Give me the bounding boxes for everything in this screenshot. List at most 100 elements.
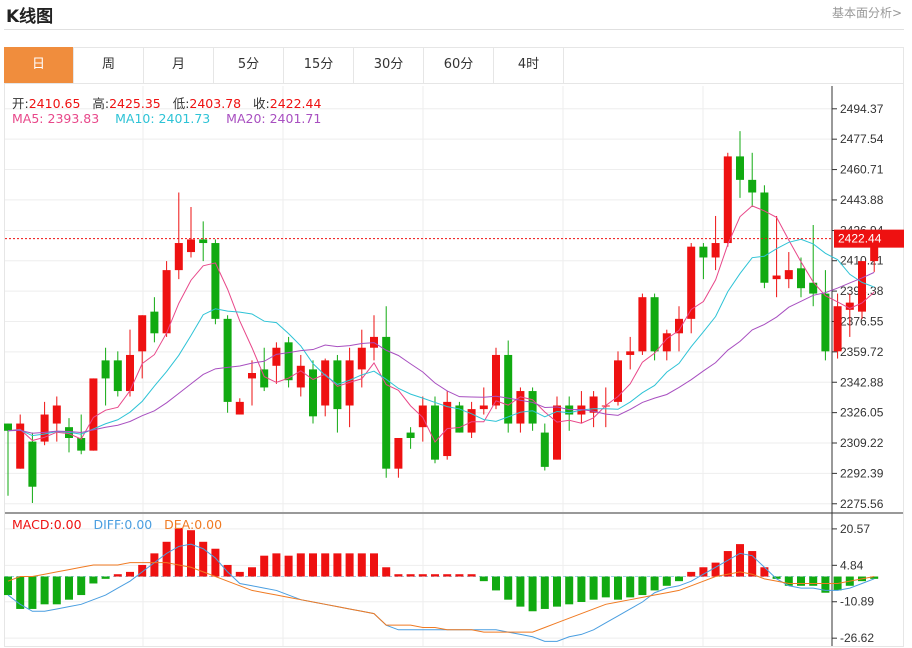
open-value: 2410.65 — [28, 96, 81, 111]
ma20-line — [7, 271, 875, 434]
macd-bar-up — [687, 571, 696, 577]
candle-up — [467, 409, 476, 433]
candle-up — [638, 297, 647, 352]
candle-down — [199, 239, 208, 244]
candle-up — [138, 315, 147, 352]
price-tick-label: 2292.39 — [840, 466, 884, 480]
candle-up — [687, 246, 696, 319]
candle-up — [723, 156, 732, 244]
candle-up — [296, 365, 305, 388]
tab-60min[interactable]: 60分 — [424, 47, 494, 83]
macd-bar-up — [162, 541, 171, 577]
tab-day[interactable]: 日 — [4, 47, 74, 83]
macd-bar-up — [199, 541, 208, 577]
tab-30min[interactable]: 30分 — [354, 47, 424, 83]
macd-info: MACD:0.00 DIFF:0.00 DEA:0.00 — [12, 517, 222, 532]
macd-bar-up — [296, 553, 305, 577]
candle-down — [809, 282, 818, 294]
candle-up — [516, 391, 525, 424]
candle-up — [162, 270, 171, 334]
macd-bar-up — [138, 564, 147, 577]
candle-down — [540, 432, 549, 467]
price-tick-label: 2443.88 — [840, 193, 884, 207]
price-tick-label: 2309.22 — [840, 436, 884, 450]
macd-bar-down — [821, 576, 830, 593]
macd-bar-up — [150, 553, 159, 577]
candle-down — [260, 369, 269, 388]
ma5-value: 2393.83 — [47, 111, 100, 126]
candle-down — [211, 243, 220, 319]
macd-bar-down — [40, 576, 49, 605]
macd-bar-down — [516, 576, 525, 607]
tab-15min[interactable]: 15分 — [284, 47, 354, 83]
macd-bar-down — [772, 576, 781, 579]
open-label: 开: — [12, 96, 29, 111]
dea-line — [7, 562, 875, 633]
candle-up — [833, 306, 842, 352]
candle-up — [845, 302, 854, 310]
macd-bar-down — [626, 576, 635, 598]
macd-value: 0.00 — [53, 517, 82, 532]
macd-bar-down — [565, 576, 574, 605]
candle-up — [52, 405, 61, 424]
macd-tick-label: -10.89 — [840, 595, 874, 609]
price-tick-label: 2326.05 — [840, 406, 884, 420]
candle-up — [479, 405, 488, 410]
last-price-badge — [834, 229, 904, 248]
macd-bar-up — [431, 574, 439, 577]
candle-down — [797, 268, 805, 289]
dea-value: 0.00 — [194, 517, 223, 532]
low-label: 低: — [172, 96, 190, 111]
macd-bar-up — [174, 527, 183, 577]
candle-down — [113, 360, 122, 392]
fundamental-analysis-link[interactable]: 基本面分析> — [831, 6, 902, 20]
macd-bar-up — [272, 553, 281, 577]
diff-line — [7, 543, 875, 642]
macd-bar-down — [638, 576, 647, 596]
candle-up — [772, 275, 781, 280]
period-tabs: 日 周 月 5分 15分 30分 60分 4时 — [4, 47, 904, 84]
candle-up — [235, 401, 244, 415]
candle-up — [321, 360, 330, 406]
macd-bar-up — [748, 551, 757, 577]
macd-bar-down — [528, 576, 537, 612]
macd-bar-up — [260, 555, 269, 577]
candle-up — [272, 347, 281, 366]
macd-bar-down — [479, 576, 488, 582]
candle-up — [492, 354, 500, 406]
macd-bar-down — [650, 576, 659, 591]
macd-bar-up — [113, 574, 122, 577]
macd-bar-down — [65, 576, 73, 600]
candle-up — [187, 239, 195, 253]
macd-bar-up — [711, 562, 720, 577]
diff-value: 0.00 — [124, 517, 153, 532]
candle-up — [40, 414, 49, 442]
macd-bar-up — [248, 567, 256, 577]
price-tick-label: 2359.72 — [840, 345, 884, 359]
macd-bar-up — [187, 530, 195, 577]
candle-down — [101, 360, 110, 379]
tab-month[interactable]: 月 — [144, 47, 214, 83]
tab-week[interactable]: 周 — [74, 47, 144, 83]
candle-up — [784, 270, 793, 280]
macd-bar-down — [16, 576, 25, 609]
candle-down — [28, 441, 37, 487]
macd-bar-down — [89, 576, 98, 584]
macd-tick-label: 4.84 — [840, 558, 864, 572]
macd-bar-up — [345, 553, 354, 577]
macd-bar-up — [443, 574, 452, 577]
candle-down — [504, 354, 513, 424]
macd-bar-up — [223, 564, 232, 577]
ma5-line — [7, 205, 875, 443]
candle-up — [626, 351, 635, 355]
candle-down — [699, 246, 708, 258]
macd-bar-up — [418, 574, 427, 577]
tab-4hour[interactable]: 4时 — [494, 47, 564, 83]
candle-up — [345, 360, 354, 406]
macd-bar-down — [601, 576, 610, 598]
macd-bar-down — [540, 576, 549, 609]
price-tick-label: 2275.56 — [840, 497, 884, 511]
tab-5min[interactable]: 5分 — [214, 47, 284, 83]
price-tick-label: 2460.71 — [840, 163, 884, 177]
